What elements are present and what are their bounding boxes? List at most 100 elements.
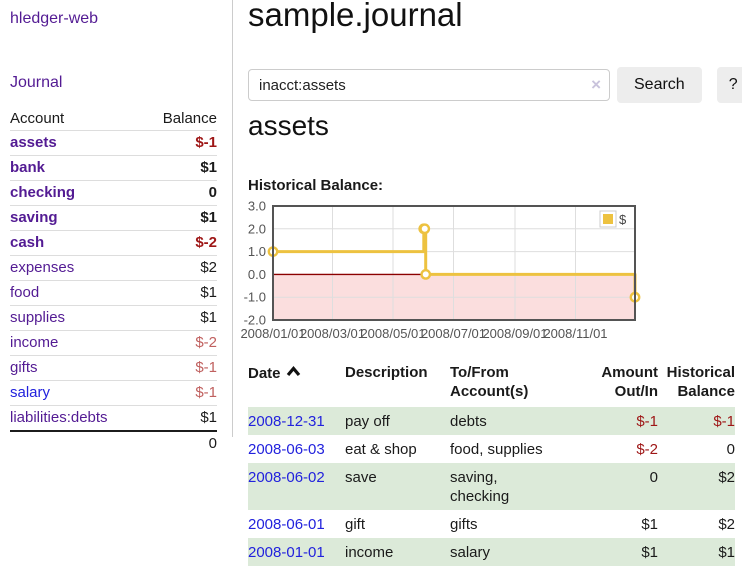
register-amount: $-2 bbox=[636, 441, 658, 458]
register-row: 2008-01-01 income salary $1 $1 bbox=[248, 538, 735, 566]
sidebar-account-link[interactable]: bank bbox=[10, 159, 46, 176]
account-balance: $1 bbox=[200, 284, 217, 301]
account-row: cash $-2 bbox=[10, 230, 217, 256]
account-balance: $1 bbox=[200, 309, 217, 326]
svg-text:-1.0: -1.0 bbox=[244, 290, 266, 305]
sidebar: hledger-web Journal Account Balance asse… bbox=[0, 0, 233, 452]
search-button[interactable]: Search bbox=[617, 67, 702, 103]
sidebar-account-link[interactable]: gifts bbox=[10, 359, 38, 376]
register-row: 2008-06-02 save saving, checking 0 $2 bbox=[248, 463, 735, 510]
sidebar-account-link[interactable]: assets bbox=[10, 134, 57, 151]
sidebar-account-link[interactable]: checking bbox=[10, 184, 76, 201]
register-amount: $1 bbox=[641, 516, 658, 533]
svg-text:2008/11/01: 2008/11/01 bbox=[543, 326, 607, 341]
sidebar-account-link[interactable]: saving bbox=[10, 209, 58, 226]
account-balance: $-2 bbox=[195, 334, 217, 351]
account-balance: $-1 bbox=[195, 359, 217, 376]
accounts-table: Account Balance assets $-1 bank $1 checking 0… bbox=[10, 107, 217, 456]
sidebar-account-link[interactable]: income bbox=[10, 334, 59, 351]
register-header-amount: Amount Out/In bbox=[601, 364, 658, 400]
svg-text:-2.0: -2.0 bbox=[244, 313, 266, 328]
account-balance: $1 bbox=[200, 409, 217, 426]
account-row: supplies $1 bbox=[10, 305, 217, 331]
register-date-link[interactable]: 2008-06-01 bbox=[248, 516, 325, 533]
register-date-link[interactable]: 2008-12-31 bbox=[248, 413, 325, 430]
account-balance: $1 bbox=[200, 209, 217, 226]
register-accounts: salary bbox=[450, 544, 491, 561]
register-description: gift bbox=[345, 516, 366, 533]
svg-text:2008/09/01: 2008/09/01 bbox=[482, 326, 547, 341]
register-header-row: Date Description To/From Account(s) Amou… bbox=[248, 359, 735, 407]
register-balance: $2 bbox=[718, 469, 735, 486]
sort-ascending-icon bbox=[286, 363, 301, 382]
search-form: × Search ? bbox=[248, 67, 742, 103]
sidebar-account-link[interactable]: salary bbox=[10, 384, 51, 401]
register-header-balance: Historical Balance bbox=[666, 364, 735, 400]
register-balance: $-1 bbox=[713, 413, 735, 430]
accounts-header-balance: Balance bbox=[162, 110, 217, 127]
account-row: salary $-1 bbox=[10, 380, 217, 406]
register-header-accounts: To/From Account(s) bbox=[450, 364, 529, 400]
register-accounts: gifts bbox=[450, 516, 478, 533]
register-description: eat & shop bbox=[345, 441, 417, 458]
register-header-date[interactable]: Date bbox=[248, 359, 345, 407]
register-description: save bbox=[345, 469, 377, 486]
historical-balance-chart: 3.0 2.0 1.0 0.0 -1.0 -2.02008/01/012008/03/01… bbox=[240, 199, 641, 341]
account-balance: 0 bbox=[208, 184, 217, 201]
svg-text:2008/03/01: 2008/03/01 bbox=[300, 326, 365, 341]
chart-legend-label: $ bbox=[619, 212, 627, 227]
account-row: liabilities:debts $1 bbox=[10, 405, 217, 432]
register-balance: 0 bbox=[726, 441, 735, 458]
account-row: assets $-1 bbox=[10, 130, 217, 156]
svg-text:3.0: 3.0 bbox=[248, 199, 266, 214]
svg-text:2.0: 2.0 bbox=[248, 221, 266, 236]
register-accounts: saving, checking bbox=[450, 469, 510, 505]
accounts-header-row: Account Balance bbox=[10, 107, 217, 131]
accounts-total-value: 0 bbox=[208, 435, 217, 452]
account-balance: $-1 bbox=[195, 384, 217, 401]
account-balance: $-1 bbox=[195, 134, 217, 151]
account-row: food $1 bbox=[10, 280, 217, 306]
account-row: gifts $-1 bbox=[10, 355, 217, 381]
register-accounts: food, supplies bbox=[450, 441, 543, 458]
search-input[interactable] bbox=[248, 69, 610, 101]
register-description: pay off bbox=[345, 413, 390, 430]
register-date-link[interactable]: 2008-06-03 bbox=[248, 441, 325, 458]
register-table: Date Description To/From Account(s) Amou… bbox=[248, 359, 735, 566]
register-amount: $-1 bbox=[636, 413, 658, 430]
help-button[interactable]: ? bbox=[716, 67, 742, 103]
sidebar-account-link[interactable]: liabilities:debts bbox=[10, 409, 108, 426]
sidebar-account-link[interactable]: food bbox=[10, 284, 40, 301]
clear-search-icon[interactable]: × bbox=[591, 75, 601, 94]
svg-text:2008/01/01: 2008/01/01 bbox=[240, 326, 305, 341]
svg-text:2008/05/01: 2008/05/01 bbox=[360, 326, 425, 341]
sidebar-account-link[interactable]: expenses bbox=[10, 259, 75, 276]
register-date-link[interactable]: 2008-06-02 bbox=[248, 469, 325, 486]
register-accounts: debts bbox=[450, 413, 487, 430]
sidebar-account-link[interactable]: supplies bbox=[10, 309, 66, 326]
register-date-link[interactable]: 2008-01-01 bbox=[248, 544, 325, 561]
accounts-total-spacer bbox=[10, 431, 143, 456]
svg-text:1.0: 1.0 bbox=[248, 244, 266, 259]
sidebar-account-link[interactable]: cash bbox=[10, 234, 45, 251]
account-balance: $-2 bbox=[195, 234, 217, 251]
search-input-wrap: × bbox=[248, 69, 610, 101]
register-row: 2008-06-01 gift gifts $1 $2 bbox=[248, 510, 735, 538]
register-row: 2008-12-31 pay off debts $-1 $-1 bbox=[248, 407, 735, 435]
chart-title: Historical Balance: bbox=[248, 177, 384, 194]
svg-text:0.0: 0.0 bbox=[248, 267, 266, 282]
account-balance: $2 bbox=[200, 259, 217, 276]
register-balance: $1 bbox=[718, 544, 735, 561]
account-row: saving $1 bbox=[10, 205, 217, 231]
page-title: sample.journal bbox=[248, 0, 463, 33]
account-row: income $-2 bbox=[10, 330, 217, 356]
register-description: income bbox=[345, 544, 394, 561]
sidebar-item-journal[interactable]: Journal bbox=[10, 74, 63, 91]
register-balance: $2 bbox=[718, 516, 735, 533]
accounts-header-account: Account bbox=[10, 110, 65, 127]
register-row: 2008-06-03 eat & shop food, supplies $-2 0 bbox=[248, 435, 735, 463]
svg-text:2008/07/01: 2008/07/01 bbox=[421, 326, 486, 341]
brand-link[interactable]: hledger-web bbox=[10, 10, 99, 27]
account-row: expenses $2 bbox=[10, 255, 217, 281]
account-heading: assets bbox=[248, 110, 329, 141]
